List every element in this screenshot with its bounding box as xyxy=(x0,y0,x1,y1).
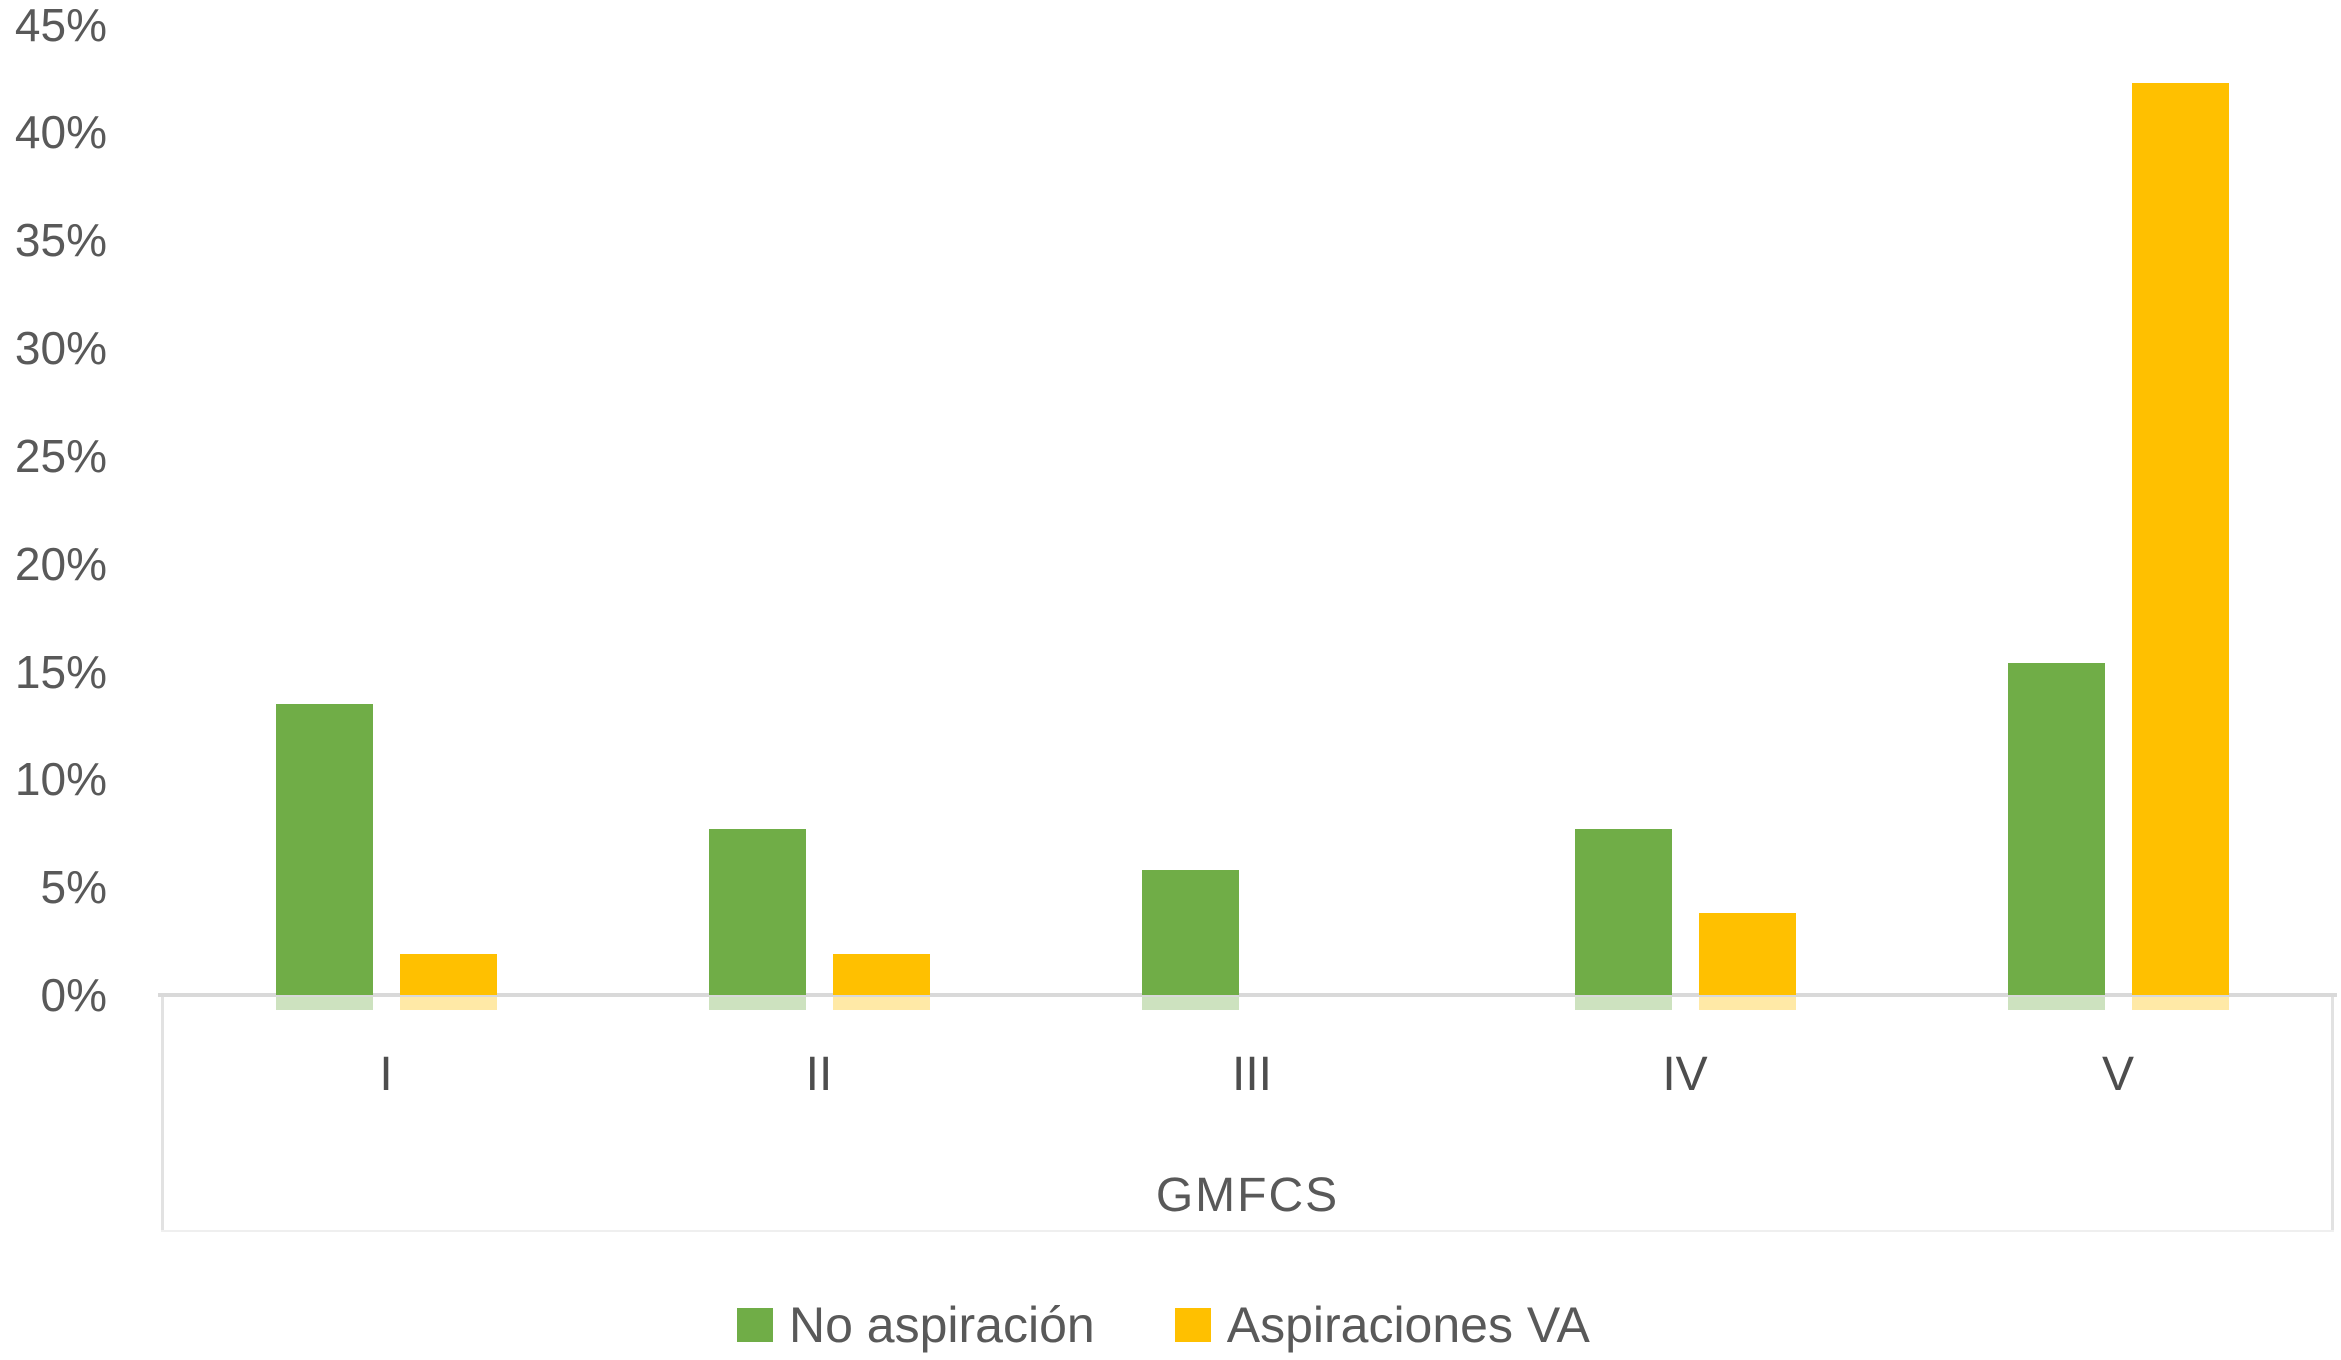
y-axis-tick-label: 20% xyxy=(14,537,107,590)
y-axis-tick-label: 45% xyxy=(14,0,107,51)
x-axis-category-label-II: II xyxy=(805,1048,833,1101)
legend-label: Aspiraciones VA xyxy=(1226,1297,1590,1353)
bar-no-aspiracion-I xyxy=(275,704,373,995)
legend-swatch-no-aspiracion xyxy=(737,1308,773,1342)
legend-swatch-aspiraciones-va xyxy=(1174,1308,1211,1342)
label-area-right-border xyxy=(2331,997,2334,1232)
bar-no-aspiracion-II xyxy=(708,829,806,995)
y-axis-tick-label: 10% xyxy=(14,753,107,806)
bar-baseline-bleed xyxy=(2007,997,2105,1010)
y-axis-tick-label: 15% xyxy=(14,645,107,698)
y-axis-tick-label: 5% xyxy=(40,861,107,914)
bar-aspiraciones-va-IV xyxy=(1698,913,1796,995)
y-axis-tick-label: 30% xyxy=(14,322,107,375)
y-axis-tick-label: 35% xyxy=(14,214,107,267)
bar-baseline-bleed xyxy=(1698,997,1796,1010)
x-axis-category-label-III: III xyxy=(1231,1048,1272,1101)
bar-no-aspiracion-III xyxy=(1141,870,1239,995)
legend-item-aspiraciones-va: Aspiraciones VA xyxy=(1174,1292,1590,1358)
x-axis-title: GMFCS xyxy=(1155,1169,1340,1222)
bar-baseline-bleed xyxy=(399,997,497,1010)
legend: No aspiración Aspiraciones VA xyxy=(737,1292,1590,1358)
bar-no-aspiracion-V xyxy=(2007,663,2105,995)
legend-item-no-aspiracion: No aspiración xyxy=(737,1292,1095,1358)
bar-baseline-bleed xyxy=(275,997,373,1010)
x-axis-category-label-V: V xyxy=(2101,1048,2134,1101)
x-axis-category-label-IV: IV xyxy=(1662,1048,1708,1101)
label-area-left-border xyxy=(161,997,164,1232)
y-axis-tick-label: 0% xyxy=(40,969,107,1021)
bar-baseline-bleed xyxy=(832,997,930,1010)
bar-baseline-bleed xyxy=(2131,997,2229,1010)
bar-aspiraciones-va-I xyxy=(399,954,497,995)
label-area-bottom-border xyxy=(161,1230,2334,1232)
legend-label: No aspiración xyxy=(789,1297,1095,1353)
bar-baseline-bleed xyxy=(1141,997,1239,1010)
bar-aspiraciones-va-II xyxy=(832,954,930,995)
x-axis-category-label-I: I xyxy=(379,1048,393,1101)
bar-baseline-bleed xyxy=(1574,997,1672,1010)
bar-no-aspiracion-IV xyxy=(1574,829,1672,995)
bar-baseline-bleed xyxy=(708,997,806,1010)
y-axis-tick-label: 40% xyxy=(14,106,107,159)
x-axis-line xyxy=(158,993,2337,997)
y-axis-tick-label: 25% xyxy=(14,429,107,482)
bar-aspiraciones-va-V xyxy=(2131,83,2229,995)
